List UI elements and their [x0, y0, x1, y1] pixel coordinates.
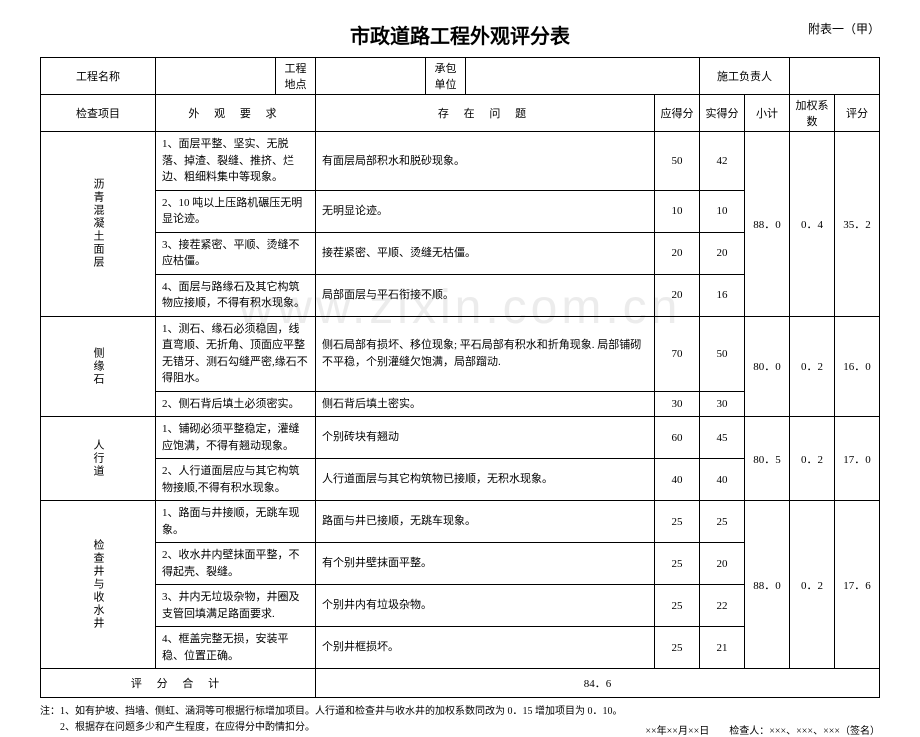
s4-r1-actual: 25	[700, 501, 745, 543]
s4-r2-should: 25	[655, 543, 700, 585]
s1-r3-req: 3、接茬紧密、平顺、烫缝不应枯僵。	[156, 232, 316, 274]
section-2-name: 侧缘石	[41, 316, 156, 417]
s4-r2-req: 2、收水井内壁抹面平整，不得起壳、裂缝。	[156, 543, 316, 585]
s1-r2-problem: 无明显论迹。	[316, 190, 655, 232]
col-score: 评分	[835, 95, 880, 132]
s3-score: 17．0	[835, 417, 880, 501]
s3-r2-req: 2、人行道面层应与其它构筑物接顺,不得有积水现象。	[156, 459, 316, 501]
main-title: 市政道路工程外观评分表	[350, 20, 570, 49]
s1-r4-should: 20	[655, 274, 700, 316]
s2-weight: 0．2	[790, 316, 835, 417]
s2-r2-actual: 30	[700, 391, 745, 417]
s1-r1-actual: 42	[700, 132, 745, 191]
s4-r3-req: 3、井内无垃圾杂物，井圈及支管回填满足路面要求.	[156, 585, 316, 627]
s1-score: 35．2	[835, 132, 880, 317]
col-actual-score: 实得分	[700, 95, 745, 132]
s3-r1-req: 1、铺砌必须平整稳定，灌缝应饱满，不得有翘动现象。	[156, 417, 316, 459]
header-proj-loc-label: 工程地点	[276, 58, 316, 95]
s2-subtotal: 80．0	[745, 316, 790, 417]
section-3-name: 人行道	[41, 417, 156, 501]
col-should-score: 应得分	[655, 95, 700, 132]
s4-subtotal: 88．0	[745, 501, 790, 669]
s4-r3-problem: 个别井内有垃圾杂物。	[316, 585, 655, 627]
s1-r1-problem: 有面层局部积水和脱砂现象。	[316, 132, 655, 191]
s2-r2-problem: 侧石背后填土密实。	[316, 391, 655, 417]
s4-r4-req: 4、框盖完整无损，安装平稳、位置正确。	[156, 627, 316, 669]
s1-r1-should: 50	[655, 132, 700, 191]
s1-r3-should: 20	[655, 232, 700, 274]
s1-r2-should: 10	[655, 190, 700, 232]
s2-r1-req: 1、测石、缘石必须稳固，线直弯顺、无折角、顶面应平整无错牙、测石勾缝严密,缘石不…	[156, 316, 316, 391]
s4-r2-actual: 20	[700, 543, 745, 585]
header-proj-name-value	[156, 58, 276, 95]
s3-r2-problem: 人行道面层与其它构筑物已接顺，无积水现象。	[316, 459, 655, 501]
s1-r3-problem: 接茬紧密、平顺、烫缝无枯僵。	[316, 232, 655, 274]
s2-r1-problem: 侧石局部有损坏、移位现象; 平石局部有积水和折角现象. 局部铺砌不平稳，个别灌缝…	[316, 316, 655, 391]
s1-r4-problem: 局部面层与平石衔接不顺。	[316, 274, 655, 316]
s2-r1-should: 70	[655, 316, 700, 391]
s4-r3-should: 25	[655, 585, 700, 627]
s4-score: 17．6	[835, 501, 880, 669]
col-appearance-req: 外 观 要 求	[156, 95, 316, 132]
s4-r3-actual: 22	[700, 585, 745, 627]
header-supervisor-value	[790, 58, 880, 95]
s2-r2-req: 2、侧石背后填土必须密实。	[156, 391, 316, 417]
s4-r4-problem: 个别井框损坏。	[316, 627, 655, 669]
section-1-name: 沥青混凝土面层	[41, 132, 156, 317]
s2-r2-should: 30	[655, 391, 700, 417]
header-proj-loc-value	[316, 58, 426, 95]
s1-r4-req: 4、面层与路缘石及其它构筑物应接顺，不得有积水现象。	[156, 274, 316, 316]
header-supervisor-label: 施工负责人	[700, 58, 790, 95]
s1-r4-actual: 16	[700, 274, 745, 316]
col-subtotal: 小计	[745, 95, 790, 132]
s1-r3-actual: 20	[700, 232, 745, 274]
header-contractor-value	[466, 58, 700, 95]
s1-subtotal: 88．0	[745, 132, 790, 317]
s3-subtotal: 80．5	[745, 417, 790, 501]
header-contractor-label: 承包单位	[426, 58, 466, 95]
s1-weight: 0．4	[790, 132, 835, 317]
scoring-table: 工程名称 工程地点 承包单位 施工负责人 检查项目 外 观 要 求 存 在 问 …	[40, 57, 880, 698]
total-label: 评 分 合 计	[41, 669, 316, 698]
s4-r1-should: 25	[655, 501, 700, 543]
s1-r2-actual: 10	[700, 190, 745, 232]
s2-r1-actual: 50	[700, 316, 745, 391]
s4-r1-problem: 路面与井已接顺，无跳车现象。	[316, 501, 655, 543]
col-check-item: 检查项目	[41, 95, 156, 132]
note-line1: 注：1、如有护坡、挡墙、侧虹、涵洞等可根据行标增加项目。人行道和检查井与收水井的…	[40, 704, 880, 720]
s1-r2-req: 2、10 吨以上压路机碾压无明显论迹。	[156, 190, 316, 232]
col-weight: 加权系数	[790, 95, 835, 132]
s3-r2-actual: 40	[700, 459, 745, 501]
s2-score: 16．0	[835, 316, 880, 417]
s3-r1-problem: 个别砖块有翘动	[316, 417, 655, 459]
s3-r1-should: 60	[655, 417, 700, 459]
col-problems: 存 在 问 题	[316, 95, 655, 132]
s3-r1-actual: 45	[700, 417, 745, 459]
s3-weight: 0．2	[790, 417, 835, 501]
section-4-name: 检查井与收水井	[41, 501, 156, 669]
s1-r1-req: 1、面层平整、坚实、无脱落、掉渣、裂缝、推挤、烂边、粗细料集中等现象。	[156, 132, 316, 191]
total-value: 84．6	[316, 669, 880, 698]
s4-r1-req: 1、路面与井接顺，无跳车现象。	[156, 501, 316, 543]
s3-r2-should: 40	[655, 459, 700, 501]
header-proj-name-label: 工程名称	[41, 58, 156, 95]
s4-r4-should: 25	[655, 627, 700, 669]
s4-r2-problem: 有个别井壁抹面平整。	[316, 543, 655, 585]
s4-r4-actual: 21	[700, 627, 745, 669]
subtitle: 附表一（甲）	[808, 20, 880, 37]
s4-weight: 0．2	[790, 501, 835, 669]
